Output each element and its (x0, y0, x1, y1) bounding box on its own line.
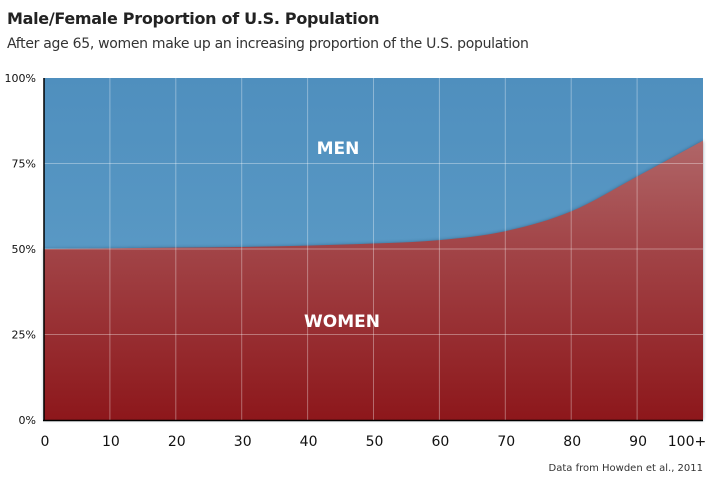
series-label-men: MEN (317, 139, 360, 159)
x-tick-label: 40 (300, 434, 318, 450)
x-tick-label: 70 (497, 434, 515, 450)
x-tick-label: 80 (563, 434, 581, 450)
series-label-women: WOMEN (304, 312, 380, 332)
chart-subtitle: After age 65, women make up an increasin… (7, 36, 529, 52)
women-area (44, 140, 703, 420)
y-tick-label: 50% (12, 243, 36, 256)
x-tick-label: 60 (431, 434, 449, 450)
x-tick-label: 50 (366, 434, 384, 450)
y-tick-label: 75% (12, 158, 36, 171)
x-tick-label: 90 (629, 434, 647, 450)
x-tick-label: 0 (41, 434, 50, 450)
x-tick-label: 100+ (668, 434, 706, 450)
y-tick-label: 100% (5, 72, 36, 85)
x-tick-label: 10 (102, 434, 120, 450)
chart-title: Male/Female Proportion of U.S. Populatio… (7, 9, 380, 28)
y-tick-label: 0% (19, 414, 36, 427)
source-note: Data from Howden et al., 2011 (548, 463, 703, 474)
x-tick-label: 20 (168, 434, 186, 450)
x-tick-label: 30 (234, 434, 252, 450)
y-tick-label: 25% (12, 329, 36, 342)
